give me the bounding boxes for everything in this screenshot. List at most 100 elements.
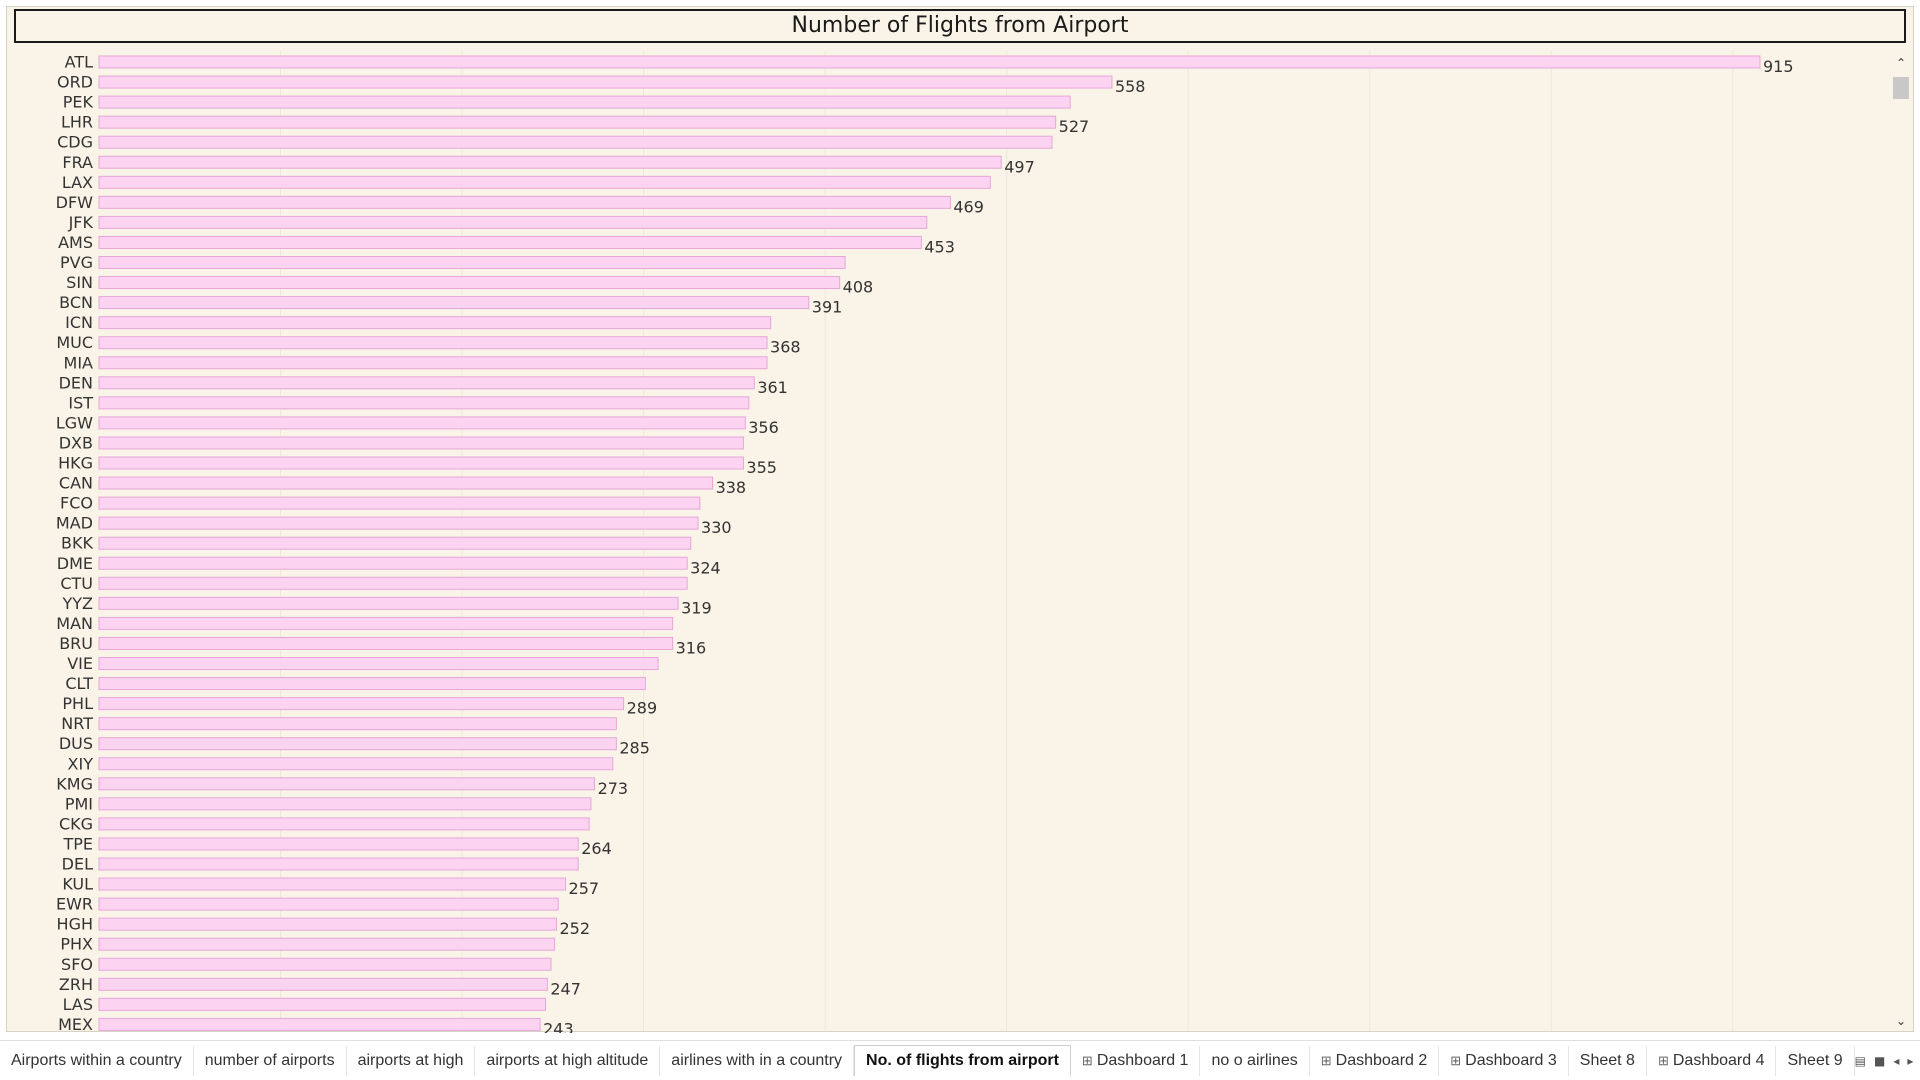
tab-airports-at-high-altitude[interactable]: airports at high altitude <box>475 1045 661 1076</box>
tab-label: airports at high altitude <box>486 1051 649 1069</box>
category-label: LHR <box>61 113 93 132</box>
bar <box>98 336 768 350</box>
data-label: 356 <box>748 418 779 437</box>
category-label: JFK <box>68 213 94 232</box>
bar <box>98 296 810 310</box>
bar <box>98 797 592 811</box>
category-label: SIN <box>66 273 93 292</box>
category-label: ICN <box>65 313 93 332</box>
bar <box>98 95 1071 109</box>
bar <box>98 256 846 269</box>
data-label: 915 <box>1763 57 1794 76</box>
tab-dashboard-1[interactable]: ⊞ Dashboard 1 <box>1071 1045 1201 1076</box>
tab-airports-within-a-country[interactable]: Airports within a country <box>0 1045 194 1076</box>
scroll-up-icon[interactable]: ⌃ <box>1895 56 1907 70</box>
category-label: FCO <box>60 494 93 513</box>
category-label: PHL <box>62 694 93 713</box>
data-label: 273 <box>598 779 629 798</box>
bar <box>98 957 552 971</box>
data-label: 453 <box>924 237 955 256</box>
tab-label: Sheet 9 <box>1787 1051 1843 1069</box>
bar <box>98 897 559 911</box>
category-label: LAS <box>63 995 93 1014</box>
data-label: 361 <box>757 378 788 397</box>
category-label: PVG <box>60 253 93 272</box>
bar <box>98 376 755 390</box>
category-label: CDG <box>57 133 93 152</box>
tab-sheet-8[interactable]: Sheet 8 <box>1569 1045 1647 1076</box>
data-label: 338 <box>716 478 747 497</box>
bar <box>98 677 646 691</box>
category-label: EWR <box>56 895 93 914</box>
bar <box>98 396 750 410</box>
bar <box>98 195 951 209</box>
category-label: LGW <box>56 413 93 432</box>
bar <box>98 697 625 711</box>
scroll-tabs-right-icon[interactable]: ▸ <box>1907 1053 1914 1068</box>
dashboard-icon: ⊞ <box>1081 1052 1093 1068</box>
bar <box>98 476 714 490</box>
data-label: 408 <box>843 278 874 297</box>
tab-dashboard-3[interactable]: ⊞ Dashboard 3 <box>1439 1045 1569 1076</box>
category-label: VIE <box>67 654 93 673</box>
category-label: KUL <box>62 875 93 894</box>
tab-no-o-airlines[interactable]: no o airlines <box>1200 1045 1310 1076</box>
category-label: DME <box>57 554 93 573</box>
category-label: ZRH <box>59 975 93 994</box>
data-label: 285 <box>619 739 650 758</box>
tab-no-of-flights-from-airport[interactable]: No. of flights from airport <box>854 1045 1071 1076</box>
tab-airlines-with-in-a-country[interactable]: airlines with in a country <box>660 1045 855 1076</box>
data-label: 243 <box>543 1019 574 1033</box>
vertical-scrollbar[interactable]: ⌃ ⌄ <box>1891 53 1911 1031</box>
bar <box>98 1017 541 1031</box>
category-label: NRT <box>61 714 93 733</box>
scroll-down-icon[interactable]: ⌄ <box>1895 1014 1907 1028</box>
scroll-tabs-left-icon[interactable]: ◂ <box>1893 1053 1900 1068</box>
tab-label: No. of flights from airport <box>866 1052 1059 1069</box>
category-label: PMI <box>65 794 93 813</box>
data-label: 316 <box>676 638 707 657</box>
tab-label: airlines with in a country <box>671 1051 843 1069</box>
category-label: IST <box>68 393 93 412</box>
category-label: XIY <box>68 754 94 773</box>
chart-title: Number of Flights from Airport <box>14 9 1906 43</box>
bar <box>98 175 991 189</box>
category-label: DXB <box>59 433 93 452</box>
bar <box>98 636 674 650</box>
sheet-tabs: Airports within a country number of airpo… <box>0 1045 1855 1076</box>
scroll-thumb[interactable] <box>1893 77 1909 99</box>
tab-sheet-9[interactable]: Sheet 9 <box>1776 1045 1855 1076</box>
bar <box>98 777 596 791</box>
bar <box>98 316 772 330</box>
bar <box>98 556 688 570</box>
tab-controls: ▤■◂▸⛶⊡ <box>1855 1053 1920 1068</box>
tab-number-of-airports[interactable]: number of airports <box>194 1045 347 1076</box>
data-label: 247 <box>550 979 581 998</box>
category-label: CAN <box>59 474 93 493</box>
bar <box>98 115 1057 129</box>
dashboard-icon: ⊞ <box>1320 1052 1332 1068</box>
category-label: FRA <box>62 153 93 172</box>
tab-label: Dashboard 3 <box>1465 1051 1557 1069</box>
bar <box>98 937 556 951</box>
bar <box>98 235 922 249</box>
show-sheet-sorter-icon[interactable]: ▤ <box>1854 1053 1866 1068</box>
tab-dashboard-4[interactable]: ⊞ Dashboard 4 <box>1647 1045 1777 1076</box>
show-filmstrip-icon[interactable]: ■ <box>1873 1053 1886 1068</box>
tab-dashboard-2[interactable]: ⊞ Dashboard 2 <box>1310 1045 1440 1076</box>
tab-airports-at-high[interactable]: airports at high <box>347 1045 476 1076</box>
category-label: KMG <box>56 774 93 793</box>
bar <box>98 416 746 430</box>
bar <box>98 737 617 751</box>
category-label: BRU <box>59 634 93 653</box>
data-label: 330 <box>701 518 732 537</box>
category-label: PHX <box>60 935 93 954</box>
data-label: 558 <box>1115 77 1146 96</box>
bar <box>98 877 567 891</box>
category-label: DFW <box>56 193 94 212</box>
category-label: PEK <box>63 93 94 112</box>
bar <box>98 516 699 530</box>
category-label: MAN <box>56 614 93 633</box>
tab-label: Dashboard 4 <box>1672 1051 1765 1069</box>
